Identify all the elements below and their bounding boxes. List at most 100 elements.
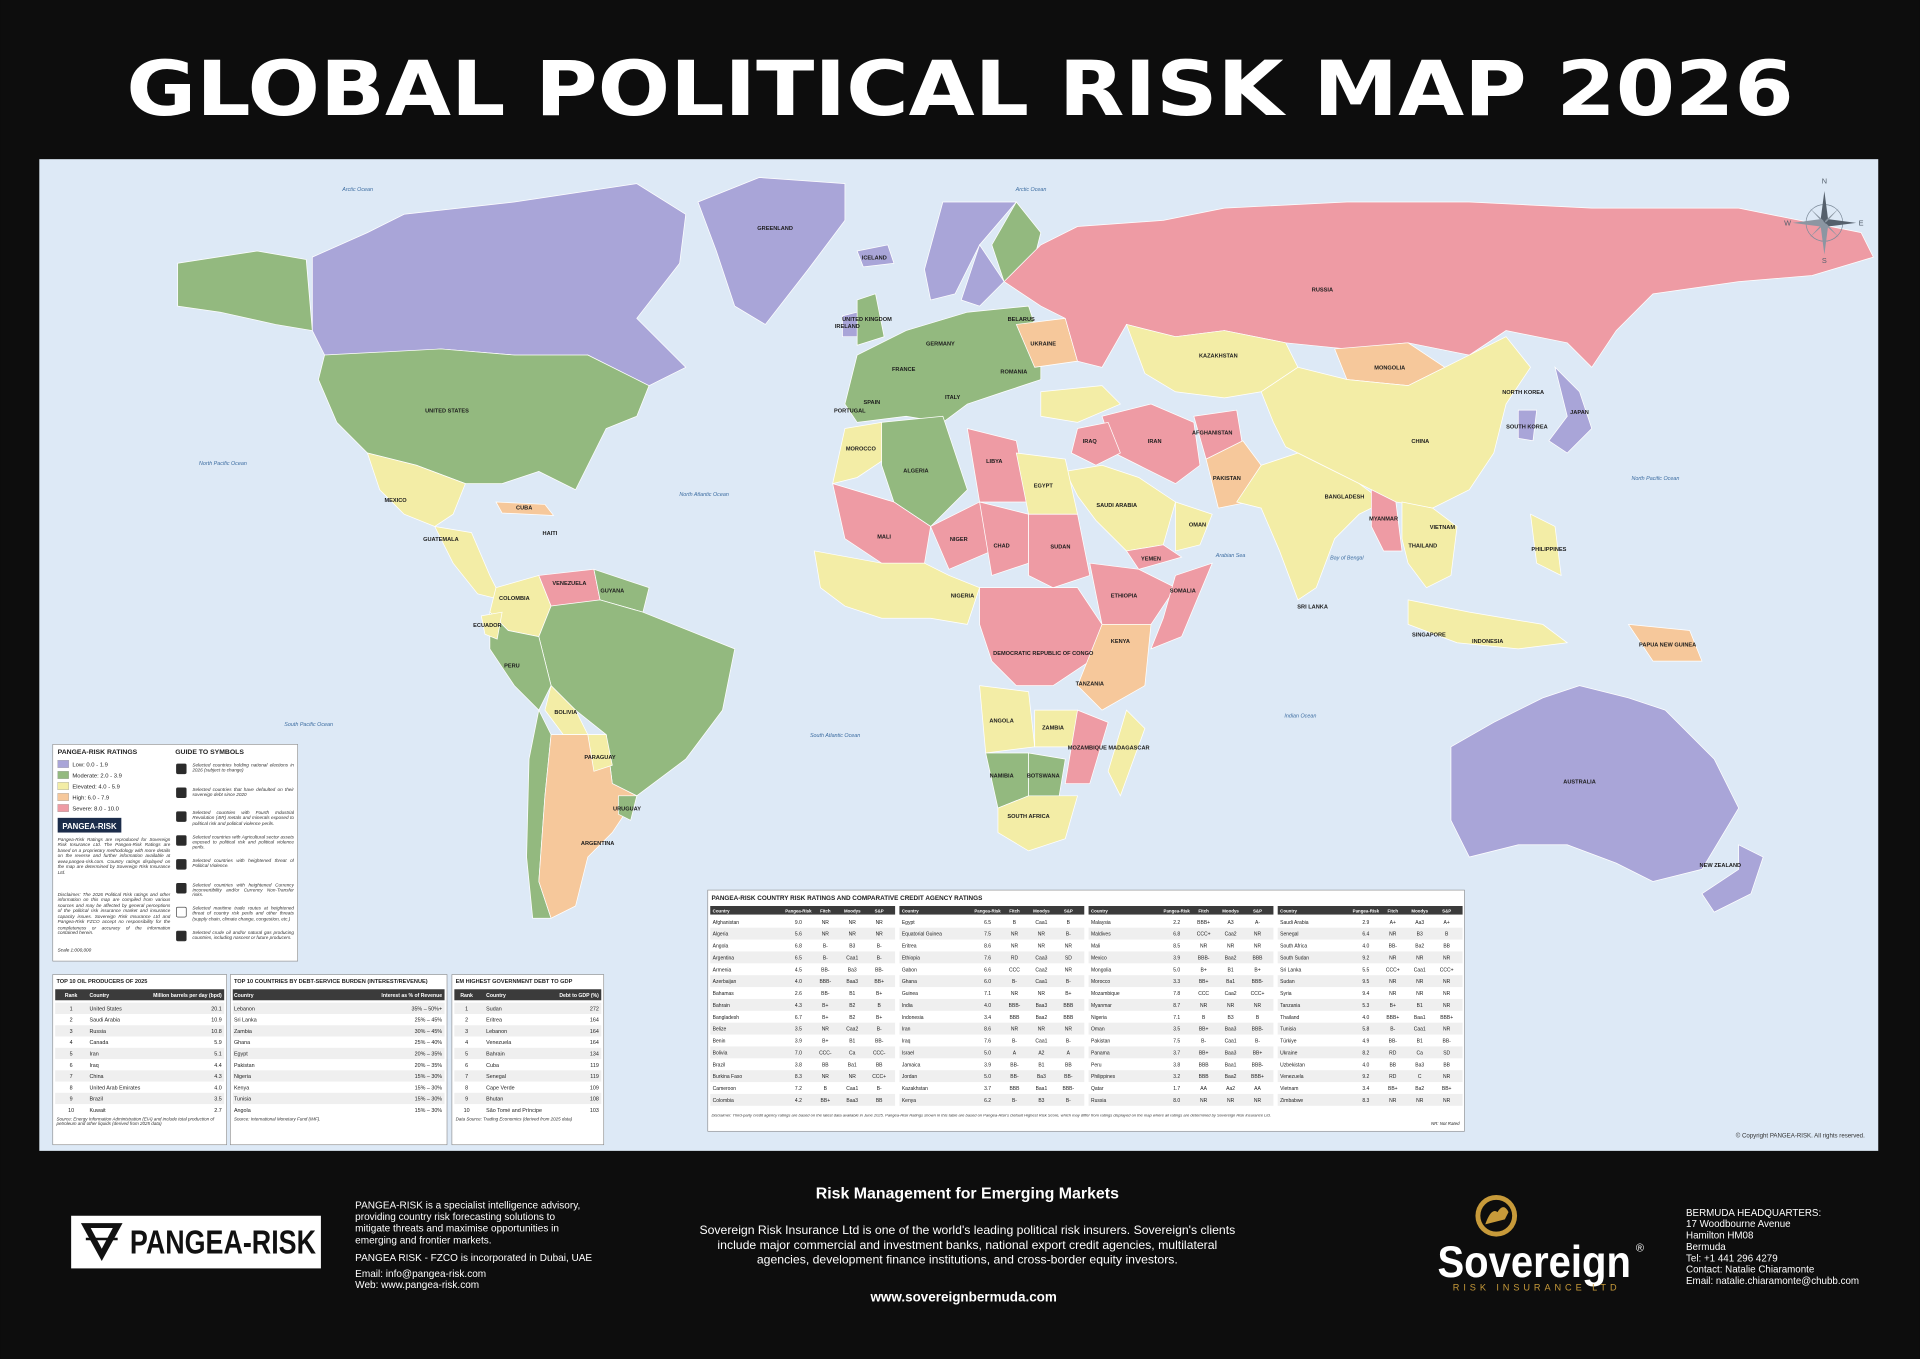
table-cell: 3 — [70, 1029, 73, 1035]
table-cell: Ghana — [234, 1040, 250, 1046]
country-table-cell: Panama — [1091, 1050, 1110, 1056]
hq-line: Tel: +1 441 296 4279 — [1686, 1253, 1778, 1264]
legend-swatch — [57, 760, 69, 768]
table-row-band — [454, 1070, 602, 1082]
country-label: KENYA — [1111, 639, 1130, 645]
ocean-label: South Pacific Ocean — [284, 722, 333, 728]
country-table-cell: 8.3 — [795, 1074, 802, 1080]
country-label: VENEZUELA — [552, 581, 586, 587]
country-table-cell: BB- — [1442, 1039, 1451, 1045]
country-table-header-cell: Country — [1280, 908, 1297, 913]
country-table-cell: Baa2 — [1225, 955, 1237, 961]
country-table-cell: NR — [1011, 991, 1019, 997]
legend-swatch — [57, 771, 69, 779]
table-cell: 2 — [70, 1018, 73, 1024]
table-cell: 6 — [70, 1063, 73, 1069]
country-shape — [1530, 513, 1562, 577]
country-table-cell: SD — [1065, 955, 1072, 961]
country-label: JAPAN — [1570, 410, 1589, 416]
country-table-cell: BB- — [875, 1039, 884, 1045]
table-row-band — [454, 1025, 602, 1037]
country-table-cell: Saudi Arabia — [1280, 920, 1309, 926]
map-labels: UNITED STATES MEXICO GREENLAND ICELAND CUBA H… — [199, 177, 1865, 1140]
symbol-icon — [176, 883, 187, 894]
country-shape — [1450, 685, 1740, 882]
country-table-cell: Zimbabwe — [1280, 1098, 1303, 1104]
country-table-cell: NR — [1443, 955, 1451, 961]
country-table-cell: Mongolia — [1091, 967, 1112, 973]
country-table-cell: 7.5 — [1173, 1039, 1180, 1045]
country-table-cell: NR — [1038, 1027, 1046, 1033]
country-table-cell: Bahrain — [713, 1003, 730, 1009]
country-table-header-cell: Fitch — [1388, 908, 1399, 913]
country-table-cell: 5.3 — [1362, 1003, 1369, 1009]
country-table-cell: Nigeria — [1091, 1015, 1107, 1021]
country-table-cell: 3.5 — [1173, 1027, 1180, 1033]
country-table-cell: BBB — [1009, 1086, 1020, 1092]
table-cell: 15% – 30% — [415, 1085, 443, 1091]
country-table-cell: Baa3 — [846, 979, 858, 985]
table-cell: 30% – 45% — [415, 1029, 443, 1035]
country-table-cell: B — [1013, 920, 1017, 926]
country-table-cell: B1 — [1417, 1003, 1423, 1009]
country-label: HAITI — [543, 531, 558, 537]
country-table-cell: 3.9 — [1173, 955, 1180, 961]
country-table-cell: Ba3 — [848, 967, 857, 973]
country-table-header-cell: Fitch — [820, 908, 831, 913]
country-table-band — [1277, 1070, 1463, 1083]
country-table-cell: 2.9 — [1362, 920, 1369, 926]
country-table-cell: RD — [1389, 1050, 1397, 1056]
country-label: NIGERIA — [951, 593, 974, 599]
table-cell: Cuba — [486, 1063, 499, 1069]
country-table-cell: NR — [876, 920, 884, 926]
country-table-cell: NR — [1416, 955, 1424, 961]
country-table-band — [1277, 975, 1463, 988]
country-table-cell: CCC — [1009, 967, 1020, 973]
table-row-band — [454, 1092, 602, 1105]
country-table-band — [710, 998, 896, 1011]
country-shape — [979, 587, 1103, 686]
country-table-cell: BB- — [875, 967, 884, 973]
table-header — [454, 989, 602, 1001]
country-table-cell: Burkina Faso — [713, 1074, 743, 1080]
ocean-label: Arabian Sea — [1215, 553, 1246, 559]
table-cell: 4.3 — [214, 1074, 221, 1080]
country-shape — [1236, 452, 1385, 601]
table-cell: 5 — [70, 1051, 73, 1057]
country-table-header — [1277, 906, 1463, 915]
country-table-cell: 8.6 — [984, 944, 991, 950]
country-table-cell: BBB- — [819, 979, 831, 985]
country-label: ICELAND — [862, 256, 887, 262]
country-table-cell: NR — [1416, 991, 1424, 997]
country-table-cell: B1 — [849, 991, 855, 997]
table-header-cell: Debt to GDP (%) — [559, 993, 599, 999]
country-label: SPAIN — [863, 400, 880, 406]
country-table-cell: B+ — [1254, 967, 1260, 973]
table-cell: 119 — [590, 1063, 599, 1069]
country-table-band — [1088, 975, 1274, 988]
country-label: NAMIBIA — [990, 773, 1014, 779]
country-table-cell: B- — [877, 944, 882, 950]
country-table-cell: CCC+ — [1197, 932, 1211, 938]
country-table-cell: Algeria — [713, 932, 729, 938]
symbol-text: Selected countries with heightened threa… — [192, 858, 294, 869]
country-label: SOUTH KOREA — [1506, 425, 1548, 431]
country-label: NIGER — [950, 537, 968, 543]
country-table-cell: Jordan — [902, 1074, 918, 1080]
table-cell: 1 — [465, 1006, 468, 1012]
country-label: PHILIPPINES — [1531, 547, 1566, 553]
country-table-cell: Caa1 — [1035, 1039, 1047, 1045]
country-label: SUDAN — [1050, 544, 1070, 550]
country-table-cell: Ba3 — [1037, 1074, 1046, 1080]
country-table-cell: 2.2 — [1173, 920, 1180, 926]
country-table-cell: Caa2 — [1225, 991, 1237, 997]
country-table-cell: BBB- — [1198, 955, 1210, 961]
country-table-cell: B- — [1066, 1039, 1071, 1045]
country-table-band — [710, 1093, 896, 1106]
table-header-cell: Interest as % of Revenue — [381, 993, 442, 999]
country-table-cell: SD — [1443, 1050, 1450, 1056]
country-shape — [366, 452, 466, 527]
country-table-cell: Caa2 — [1225, 932, 1237, 938]
country-table-cell: Baa1 — [1036, 1086, 1048, 1092]
country-table-cell: Ethiopia — [902, 955, 920, 961]
